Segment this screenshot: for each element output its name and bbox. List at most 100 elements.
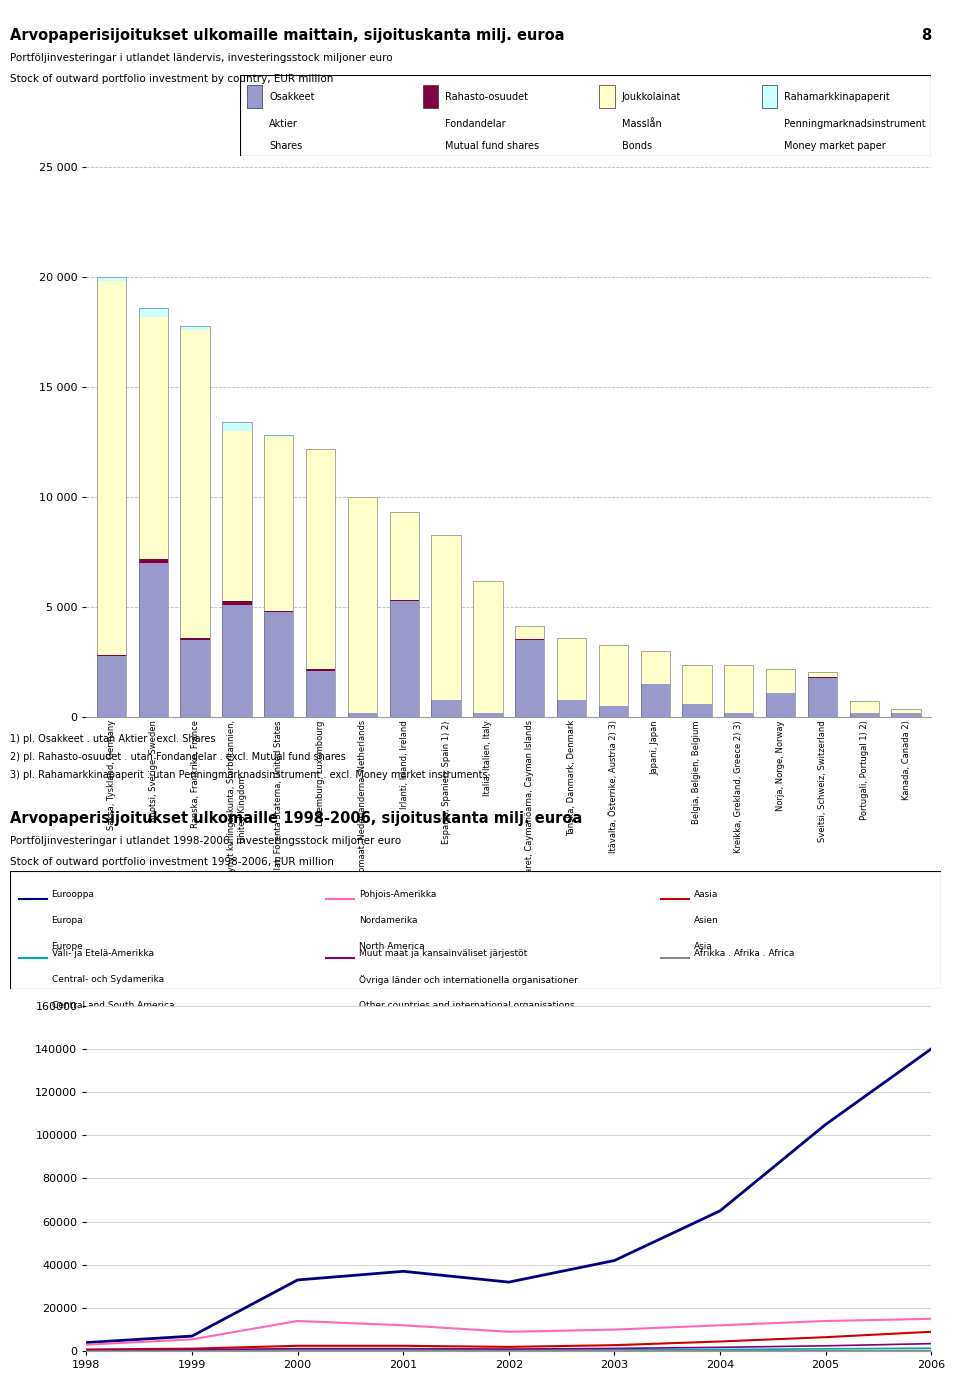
Bar [599, 645, 628, 717]
Text: Portföljinvesteringar i utlandet 1998-2006, investeringsstock miljoner euro: Portföljinvesteringar i utlandet 1998-20… [10, 836, 400, 846]
Bar [390, 511, 419, 717]
Bar [599, 85, 614, 107]
Bar [306, 669, 335, 671]
Text: 2) pl. Rahasto-osuudet . utan Fondandelar . excl. Mutual fund shares: 2) pl. Rahasto-osuudet . utan Fondandela… [10, 752, 346, 762]
Text: 1) pl. Osakkeet . utan Aktier . excl. Shares: 1) pl. Osakkeet . utan Aktier . excl. Sh… [10, 734, 215, 744]
Bar [516, 641, 544, 717]
Bar [223, 422, 252, 717]
Bar [683, 664, 711, 705]
Bar [766, 669, 795, 694]
Text: Masslån: Masslån [621, 118, 661, 128]
Bar [892, 709, 921, 713]
Bar [892, 709, 921, 717]
Text: Övriga länder och internationella organisationer: Övriga länder och internationella organi… [359, 975, 578, 985]
Text: Aasia: Aasia [694, 890, 718, 898]
Bar [264, 435, 294, 717]
Bar [640, 652, 670, 717]
Bar [223, 432, 252, 600]
Text: 8: 8 [921, 28, 931, 43]
Bar [557, 699, 587, 717]
Bar [807, 673, 837, 717]
Text: Other countries and international organisations: Other countries and international organi… [359, 1000, 574, 1010]
Text: Portföljinvesteringar i utlandet ländervis, investeringsstock miljoner euro: Portföljinvesteringar i utlandet länderv… [10, 53, 393, 63]
Bar [683, 705, 711, 717]
Bar [557, 638, 587, 699]
Bar [516, 625, 544, 639]
Bar [223, 605, 252, 717]
Bar [390, 511, 419, 599]
Bar [138, 308, 168, 717]
Bar [473, 713, 502, 717]
Bar [762, 85, 777, 107]
Text: Muut maat ja kansainväliset järjestöt: Muut maat ja kansainväliset järjestöt [359, 949, 527, 958]
Bar [138, 308, 168, 316]
Text: North America: North America [359, 942, 424, 950]
Bar [348, 497, 377, 717]
Bar [683, 664, 711, 717]
Bar [97, 280, 126, 655]
Bar [724, 713, 754, 717]
Bar [640, 652, 670, 684]
Bar [850, 701, 879, 713]
Bar [850, 701, 879, 717]
Bar [247, 85, 262, 107]
Bar [599, 645, 628, 706]
Text: Aktier: Aktier [269, 118, 298, 128]
Bar [640, 684, 670, 717]
Text: Central- och Sydamerika: Central- och Sydamerika [52, 975, 163, 983]
Bar [97, 277, 126, 717]
Bar [807, 678, 837, 717]
Bar [180, 641, 210, 717]
Text: Asia: Asia [694, 942, 713, 950]
Text: Europe: Europe [52, 942, 84, 950]
Text: Arvopaperisijoitukset ulkomaille maittain, sijoituskanta milj. euroa: Arvopaperisijoitukset ulkomaille maittai… [10, 28, 564, 43]
Bar [348, 497, 377, 713]
Bar [180, 326, 210, 330]
Text: Eurooppa: Eurooppa [52, 890, 94, 898]
Text: Rahasto-osuudet: Rahasto-osuudet [445, 92, 528, 102]
Bar [431, 535, 461, 699]
Bar [223, 422, 252, 432]
Bar [766, 694, 795, 717]
Bar [724, 664, 754, 717]
Text: Nordamerika: Nordamerika [359, 915, 418, 925]
Text: Shares: Shares [269, 141, 302, 152]
Bar [306, 449, 335, 717]
Text: Rahamarkkinapaperit: Rahamarkkinapaperit [784, 92, 890, 102]
Bar [423, 85, 439, 107]
Bar [473, 581, 502, 713]
Bar [766, 669, 795, 717]
Text: Bonds: Bonds [621, 141, 652, 152]
Text: 3) pl. Rahamarkkinapaperit . utan Penningmarknadsinstrument . excl. Money market: 3) pl. Rahamarkkinapaperit . utan Pennin… [10, 770, 488, 780]
Bar [138, 316, 168, 559]
Bar [180, 638, 210, 641]
Text: Pohjois-Amerikka: Pohjois-Amerikka [359, 890, 436, 898]
Bar [557, 638, 587, 717]
Bar [348, 713, 377, 717]
Text: Europa: Europa [52, 915, 84, 925]
Text: Fondandelar: Fondandelar [445, 118, 506, 128]
Bar [180, 330, 210, 638]
Bar [223, 600, 252, 605]
Text: Money market paper: Money market paper [784, 141, 886, 152]
Bar [264, 437, 294, 610]
Text: Afrikka . Afrika . Africa: Afrikka . Afrika . Africa [694, 949, 795, 958]
Text: Joukkolainat: Joukkolainat [621, 92, 681, 102]
Bar [390, 600, 419, 717]
Bar [306, 671, 335, 717]
Bar [264, 612, 294, 717]
Bar [431, 535, 461, 717]
Bar [473, 581, 502, 717]
Bar [516, 625, 544, 717]
Bar [892, 713, 921, 717]
Text: Mutual fund shares: Mutual fund shares [445, 141, 540, 152]
Bar [138, 563, 168, 717]
Bar [850, 713, 879, 717]
Text: Central and South America: Central and South America [52, 1000, 174, 1010]
Bar [306, 449, 335, 669]
Bar [97, 656, 126, 717]
Bar [97, 277, 126, 280]
Text: Stock of outward portfolio investment 1998-2006, EUR million: Stock of outward portfolio investment 19… [10, 857, 333, 866]
Bar [431, 699, 461, 717]
Bar [264, 435, 294, 437]
